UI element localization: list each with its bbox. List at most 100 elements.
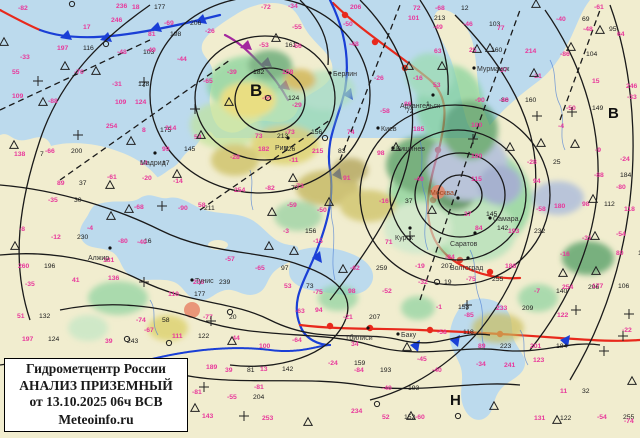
svg-text:-55: -55 — [227, 394, 237, 401]
svg-text:Тунис: Тунис — [195, 278, 214, 285]
svg-text:123: 123 — [533, 357, 545, 364]
svg-text:84: 84 — [475, 225, 483, 232]
svg-text:184: 184 — [556, 343, 568, 350]
svg-text:-65: -65 — [255, 265, 265, 272]
svg-text:-16: -16 — [379, 198, 389, 205]
svg-text:81: 81 — [148, 31, 156, 38]
svg-text:-40: -40 — [414, 176, 424, 183]
svg-text:253: 253 — [262, 415, 274, 422]
svg-text:Саратов: Саратов — [450, 241, 478, 248]
svg-text:-54: -54 — [616, 231, 626, 238]
svg-text:124: 124 — [48, 336, 60, 343]
svg-text:138: 138 — [14, 151, 26, 158]
svg-text:-15: -15 — [313, 238, 323, 245]
svg-text:8: 8 — [142, 127, 146, 134]
svg-text:209: 209 — [522, 305, 534, 312]
svg-text:-80: -80 — [616, 184, 626, 191]
svg-text:-67: -67 — [144, 327, 154, 334]
svg-text:182: 182 — [253, 69, 265, 76]
svg-text:-58: -58 — [380, 108, 390, 115]
svg-text:71: 71 — [385, 239, 393, 246]
svg-text:37: 37 — [405, 198, 413, 205]
svg-text:-56: -56 — [292, 43, 302, 50]
svg-text:Москва: Москва — [430, 190, 454, 197]
svg-text:177: 177 — [154, 4, 166, 11]
svg-text:89: 89 — [57, 180, 65, 187]
svg-text:136: 136 — [108, 275, 120, 282]
svg-text:83: 83 — [338, 148, 346, 155]
svg-text:213: 213 — [434, 15, 446, 22]
svg-text:-75: -75 — [466, 276, 476, 283]
svg-text:-62: -62 — [350, 265, 360, 272]
svg-text:-59: -59 — [287, 202, 297, 209]
svg-text:34: 34 — [351, 341, 359, 348]
svg-text:-55: -55 — [292, 24, 302, 31]
svg-text:-49: -49 — [146, 47, 156, 54]
svg-text:B: B — [250, 81, 262, 100]
svg-text:51: 51 — [17, 313, 25, 320]
svg-text:-48: -48 — [117, 49, 127, 56]
svg-text:-74: -74 — [136, 317, 146, 324]
svg-text:189: 189 — [206, 364, 218, 371]
svg-text:-9: -9 — [595, 147, 601, 154]
svg-text:-12: -12 — [51, 234, 61, 241]
svg-text:-20: -20 — [142, 175, 152, 182]
svg-text:-70: -70 — [74, 69, 84, 76]
svg-text:17: 17 — [83, 24, 91, 31]
svg-text:204: 204 — [253, 394, 265, 401]
svg-text:95: 95 — [609, 26, 617, 33]
svg-text:184: 184 — [620, 172, 632, 179]
svg-text:193: 193 — [380, 367, 392, 374]
svg-text:-58: -58 — [536, 206, 546, 213]
svg-text:112: 112 — [604, 201, 615, 208]
svg-text:-75: -75 — [313, 289, 323, 296]
svg-text:-28: -28 — [527, 159, 537, 166]
svg-text:-84: -84 — [354, 367, 364, 374]
svg-text:149: 149 — [592, 105, 604, 112]
svg-text:-34: -34 — [288, 3, 298, 10]
svg-text:Киев: Киев — [381, 126, 397, 133]
svg-text:-26: -26 — [205, 28, 215, 35]
svg-text:193: 193 — [408, 385, 420, 392]
svg-text:197: 197 — [22, 336, 34, 343]
svg-text:-16: -16 — [413, 75, 423, 82]
svg-text:160: 160 — [525, 97, 537, 104]
svg-text:100: 100 — [471, 122, 483, 129]
svg-text:-33: -33 — [627, 94, 637, 101]
svg-text:58: 58 — [198, 202, 206, 209]
svg-text:223: 223 — [500, 343, 512, 350]
svg-text:143: 143 — [202, 413, 214, 420]
svg-text:-73: -73 — [294, 183, 304, 190]
svg-text:254: 254 — [234, 187, 246, 194]
svg-text:91: 91 — [343, 175, 351, 182]
svg-text:89: 89 — [478, 343, 486, 350]
svg-text:214: 214 — [165, 125, 177, 132]
svg-text:246: 246 — [626, 83, 638, 90]
svg-text:-65: -65 — [203, 78, 213, 85]
svg-text:-4: -4 — [558, 123, 564, 130]
svg-text:-80: -80 — [118, 238, 128, 245]
svg-text:-24: -24 — [328, 360, 338, 367]
svg-text:19: 19 — [444, 279, 452, 286]
svg-text:73: 73 — [255, 133, 263, 140]
svg-text:206: 206 — [190, 20, 202, 27]
svg-text:98: 98 — [377, 150, 385, 157]
svg-text:12: 12 — [461, 5, 469, 12]
svg-text:159: 159 — [354, 360, 366, 367]
svg-text:Мурманск: Мурманск — [477, 66, 510, 73]
svg-text:101: 101 — [408, 15, 420, 22]
svg-text:99: 99 — [162, 146, 170, 153]
svg-text:64: 64 — [617, 31, 625, 38]
svg-text:241: 241 — [504, 362, 516, 369]
svg-text:118: 118 — [624, 206, 635, 213]
svg-text:214: 214 — [525, 48, 537, 55]
svg-text:Волгоград: Волгоград — [450, 265, 483, 272]
svg-text:-85: -85 — [464, 312, 474, 319]
svg-text:-32: -32 — [418, 279, 428, 286]
svg-text:-35: -35 — [48, 197, 58, 204]
svg-text:18: 18 — [132, 4, 140, 11]
svg-text:63: 63 — [434, 48, 442, 55]
svg-text:-81: -81 — [254, 384, 264, 391]
svg-text:254: 254 — [562, 284, 574, 291]
svg-text:158: 158 — [282, 69, 294, 76]
